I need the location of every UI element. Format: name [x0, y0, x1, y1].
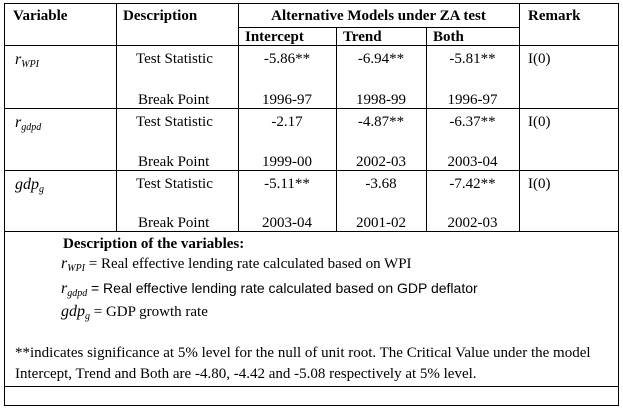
table-cell: -7.42** — [449, 176, 496, 192]
row-label-break-point: Break Point — [138, 215, 210, 231]
table-cell: -5.11** — [264, 176, 310, 192]
grid-line — [519, 4, 520, 231]
grid-line — [5, 231, 618, 232]
variable-definition: = GDP growth rate — [93, 304, 208, 320]
grid-line — [336, 27, 337, 231]
grid-line — [5, 108, 618, 109]
table-cell: -5.81** — [449, 51, 496, 67]
table-cell: -2.17 — [271, 114, 303, 130]
row-label-test-statistic: Test Statistic — [136, 51, 213, 67]
table-cell: 1999-00 — [262, 154, 312, 170]
table-cell: -4.87** — [357, 114, 405, 130]
grid-line — [5, 170, 618, 171]
variable-symbol: rgdpd — [61, 280, 88, 299]
header-description: Description — [123, 8, 198, 24]
variable-label: rWPI — [15, 51, 40, 70]
row-label-test-statistic: Test Statistic — [136, 114, 213, 130]
grid-line — [238, 4, 239, 231]
header-variable: Variable — [13, 8, 68, 24]
significance-note: **indicates significance at 5% level for… — [15, 345, 591, 382]
row-label-test-statistic: Test Statistic — [136, 176, 213, 192]
table-cell: 2003-04 — [447, 154, 498, 170]
table-cell: -6.37** — [449, 114, 496, 130]
variable-definition: = Real effective lending rate calculated… — [88, 256, 412, 272]
row-label-break-point: Break Point — [138, 154, 210, 170]
grid-line — [5, 45, 618, 46]
table-cell: -3.68 — [365, 176, 397, 192]
description-title: Description of the variables: — [63, 236, 245, 252]
description-item: rWPI = Real effective lending rate calcu… — [61, 255, 412, 278]
row-label-break-point: Break Point — [138, 92, 210, 108]
header-model-group: Alternative Models under ZA test — [271, 8, 486, 24]
variable-label: rgdpd — [15, 114, 42, 133]
table-cell: 1996-97 — [447, 92, 498, 108]
za-test-table: Variable Description Alternative Models … — [4, 3, 619, 406]
table-cell: 1998-99 — [356, 92, 406, 108]
description-item: gdpg = GDP growth rate — [61, 303, 208, 326]
table-cell: 2002-03 — [356, 154, 406, 170]
header-both: Both — [433, 29, 464, 45]
variable-symbol: gdpg — [61, 303, 90, 322]
table-cell: -6.94** — [357, 51, 405, 67]
remark-cell: I(0) — [528, 176, 551, 192]
header-trend: Trend — [343, 29, 382, 45]
header-remark: Remark — [528, 8, 581, 24]
remark-cell: I(0) — [528, 114, 551, 130]
table-cell: 2002-03 — [447, 215, 498, 231]
grid-line — [426, 27, 427, 231]
table-cell: 2003-04 — [262, 215, 312, 231]
remark-cell: I(0) — [528, 51, 551, 67]
grid-line — [5, 386, 618, 387]
table-cell: 2001-02 — [356, 215, 406, 231]
header-intercept: Intercept — [245, 29, 304, 45]
variable-label: gdpg — [15, 176, 44, 195]
variable-symbol: rWPI — [61, 255, 86, 274]
description-item: rgdpd = Real effective lending rate calc… — [61, 279, 478, 303]
grid-line — [238, 27, 519, 28]
table-cell: -5.86** — [263, 51, 311, 67]
table-cell: 1996-97 — [262, 92, 312, 108]
grid-line — [116, 4, 117, 231]
variable-definition: = Real effective lending rate calculated… — [90, 280, 478, 296]
